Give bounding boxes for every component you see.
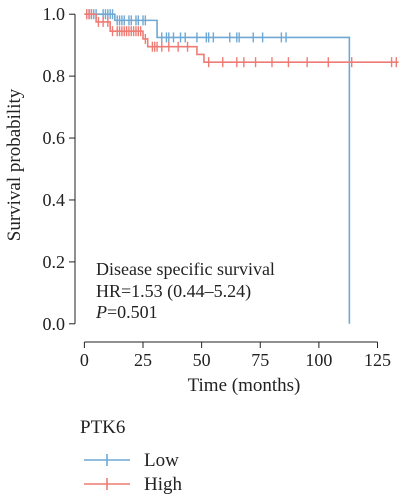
legend-label-high: High: [144, 474, 183, 495]
legend-item-high: High: [84, 474, 183, 495]
legend-label-low: Low: [144, 450, 179, 471]
x-tick-label: 125: [364, 350, 391, 370]
y-tick-label: 0.8: [43, 66, 66, 86]
annotation-pvalue: P=0.501: [95, 302, 158, 322]
pvalue-value: =0.501: [107, 302, 158, 322]
x-axis: 0 25 50 75 100 125: [80, 341, 391, 370]
annotation-hr: HR=1.53 (0.44–5.24): [96, 281, 251, 302]
legend-title: PTK6: [80, 417, 125, 438]
y-tick-label: 0.2: [43, 252, 66, 272]
y-tick-label: 1.0: [43, 4, 66, 24]
y-axis: 0.0 0.2 0.4 0.6 0.8 1.0: [43, 4, 76, 334]
survival-curves: [84, 9, 399, 324]
x-tick-label: 25: [134, 350, 152, 370]
pvalue-symbol: P: [95, 302, 107, 322]
y-tick-label: 0.6: [43, 128, 66, 148]
x-tick-label: 75: [251, 350, 269, 370]
x-tick-label: 0: [80, 350, 89, 370]
y-axis-label: Survival probability: [4, 88, 25, 241]
legend-item-low: Low: [84, 450, 179, 471]
curve-low: [84, 13, 351, 324]
x-tick-label: 100: [305, 350, 332, 370]
annotation-title: Disease specific survival: [96, 259, 275, 279]
x-tick-label: 50: [193, 350, 211, 370]
y-tick-label: 0.4: [43, 190, 66, 210]
x-axis-label: Time (months): [188, 375, 301, 396]
y-tick-label: 0.0: [43, 314, 66, 334]
